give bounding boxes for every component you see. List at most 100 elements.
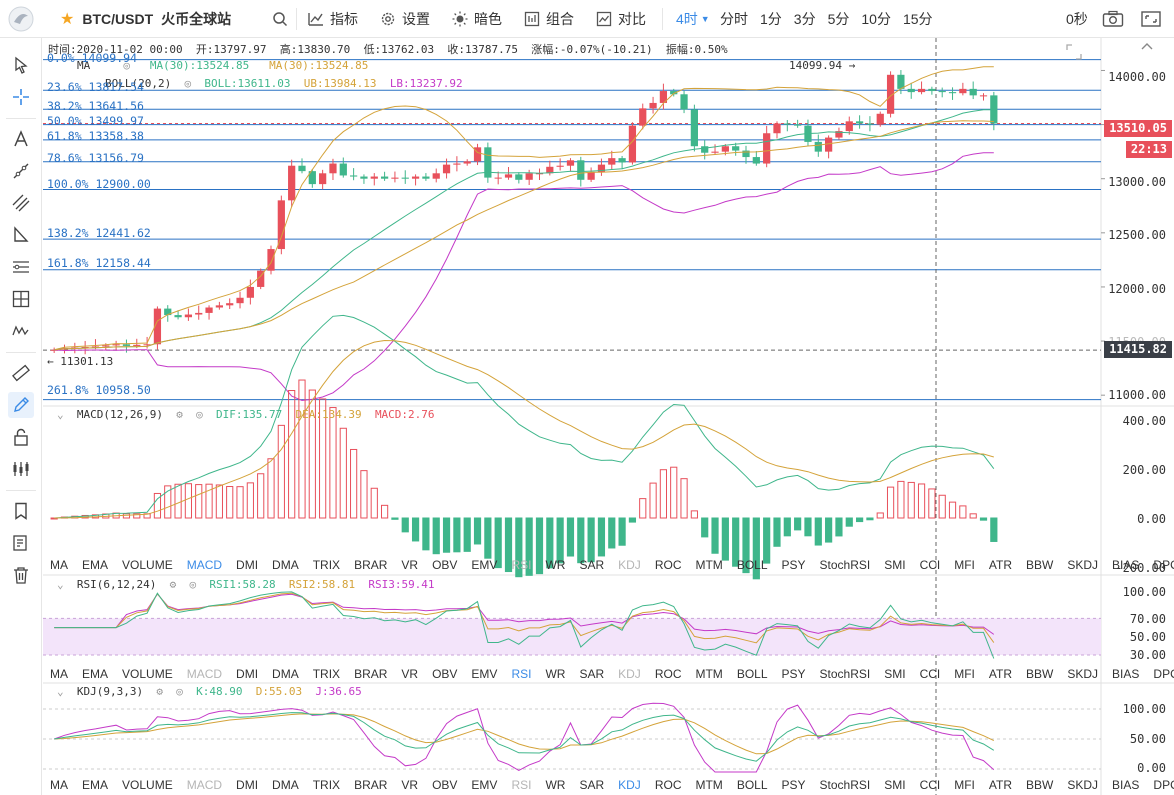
indicator-tab-dmi[interactable]: DMI: [236, 558, 259, 572]
indicator-tab-skdj[interactable]: SKDJ: [1067, 667, 1099, 681]
indicator-tab-macd[interactable]: MACD: [186, 667, 223, 681]
chevron-down-icon[interactable]: ⌄: [57, 578, 64, 591]
interval-option[interactable]: 15分: [902, 10, 933, 27]
indicator-tab-smi[interactable]: SMI: [884, 558, 906, 572]
indicator-tab-kdj[interactable]: KDJ: [618, 778, 641, 792]
settings-button[interactable]: 设置: [380, 0, 430, 38]
indicator-tab-boll[interactable]: BOLL: [736, 558, 768, 572]
indicator-tab-ma[interactable]: MA: [50, 778, 68, 792]
indicator-tab-ema[interactable]: EMA: [82, 558, 109, 572]
indicator-tab-volume[interactable]: VOLUME: [122, 558, 173, 572]
indicator-tab-cci[interactable]: CCI: [919, 558, 941, 572]
indicator-tab-psy[interactable]: PSY: [781, 558, 806, 572]
indicator-tab-atr[interactable]: ATR: [988, 558, 1013, 572]
indicator-tab-mtm[interactable]: MTM: [695, 778, 723, 792]
indicator-tab-cci[interactable]: CCI: [919, 667, 941, 681]
visibility-tool[interactable]: [8, 456, 34, 482]
theme-button[interactable]: 暗色: [452, 0, 502, 38]
indicator-tab-wr[interactable]: WR: [545, 778, 566, 792]
search-button[interactable]: [272, 0, 294, 38]
indicator-tab-ma[interactable]: MA: [50, 558, 68, 572]
indicator-tab-dmi[interactable]: DMI: [236, 778, 259, 792]
indicator-tab-skdj[interactable]: SKDJ: [1067, 778, 1099, 792]
indicator-tab-vr[interactable]: VR: [401, 558, 419, 572]
lock-tool[interactable]: [8, 424, 34, 450]
indicator-tab-ema[interactable]: EMA: [82, 667, 109, 681]
star-icon[interactable]: ★: [60, 10, 75, 28]
indicator-tab-dpo[interactable]: DPO: [1153, 558, 1174, 572]
indicator-tab-roc[interactable]: ROC: [654, 667, 682, 681]
indicator-tab-ema[interactable]: EMA: [82, 778, 109, 792]
indicator-tab-cci[interactable]: CCI: [919, 778, 941, 792]
pen-tool[interactable]: [8, 392, 34, 418]
indicator-tab-smi[interactable]: SMI: [884, 667, 906, 681]
indicators-button[interactable]: 指标: [308, 0, 358, 38]
indicator-tab-stochrsi[interactable]: StochRSI: [819, 667, 871, 681]
ruler-tool[interactable]: [8, 360, 34, 386]
indicator-tab-emv[interactable]: EMV: [471, 667, 498, 681]
indicator-tab-brar[interactable]: BRAR: [354, 667, 388, 681]
indicator-tab-atr[interactable]: ATR: [988, 778, 1013, 792]
chevron-down-icon[interactable]: ⌄: [57, 685, 64, 698]
indicator-tab-roc[interactable]: ROC: [654, 778, 682, 792]
indicator-tab-dma[interactable]: DMA: [272, 778, 299, 792]
indicator-tab-vr[interactable]: VR: [401, 667, 419, 681]
indicator-tab-smi[interactable]: SMI: [884, 778, 906, 792]
collapse-pane-button[interactable]: [1139, 40, 1155, 50]
eye-icon[interactable]: ◎: [184, 77, 192, 90]
gear-icon[interactable]: ⚙: [169, 578, 177, 591]
indicator-tab-vr[interactable]: VR: [401, 778, 419, 792]
combo-button[interactable]: 组合: [524, 0, 574, 38]
indicator-tab-wr[interactable]: WR: [545, 667, 566, 681]
interval-option[interactable]: 1分: [760, 10, 782, 27]
fibonacci-tool[interactable]: [8, 254, 34, 280]
interval-option[interactable]: 3分: [793, 10, 816, 27]
indicator-tab-volume[interactable]: VOLUME: [122, 667, 173, 681]
eye-icon[interactable]: ◎: [176, 685, 183, 698]
indicator-tab-bbw[interactable]: BBW: [1026, 558, 1054, 572]
indicator-tab-dpo[interactable]: DPO: [1153, 778, 1174, 792]
indicator-tab-kdj[interactable]: KDJ: [618, 667, 641, 681]
indicator-tab-mtm[interactable]: MTM: [695, 667, 723, 681]
eye-icon[interactable]: ◎: [189, 578, 197, 591]
indicator-tab-mfi[interactable]: MFI: [954, 667, 975, 681]
indicator-tab-sar[interactable]: SAR: [579, 778, 605, 792]
edit-list-tool[interactable]: [8, 530, 34, 556]
interval-option[interactable]: 10分: [861, 10, 891, 27]
indicator-tab-psy[interactable]: PSY: [781, 667, 806, 681]
indicator-tab-sar[interactable]: SAR: [579, 667, 605, 681]
indicator-tab-bbw[interactable]: BBW: [1026, 778, 1054, 792]
indicator-tab-trix[interactable]: TRIX: [312, 667, 341, 681]
indicator-tab-stochrsi[interactable]: StochRSI: [819, 778, 871, 792]
delete-tool[interactable]: [8, 562, 34, 588]
indicator-tab-ma[interactable]: MA: [50, 667, 68, 681]
indicator-tab-obv[interactable]: OBV: [432, 667, 458, 681]
indicator-tab-volume[interactable]: VOLUME: [122, 778, 173, 792]
indicator-tab-mtm[interactable]: MTM: [695, 558, 723, 572]
wave-tool[interactable]: [8, 318, 34, 344]
indicator-tab-mfi[interactable]: MFI: [954, 558, 975, 572]
indicator-tab-emv[interactable]: EMV: [471, 558, 498, 572]
bookmark-tool[interactable]: [8, 498, 34, 524]
indicator-tab-mfi[interactable]: MFI: [954, 778, 975, 792]
trendline-tool[interactable]: [8, 158, 34, 184]
price-chart-canvas[interactable]: [43, 38, 1174, 795]
indicator-tab-atr[interactable]: ATR: [988, 667, 1013, 681]
indicator-tab-brar[interactable]: BRAR: [354, 558, 388, 572]
indicator-tab-trix[interactable]: TRIX: [312, 558, 341, 572]
indicator-tab-skdj[interactable]: SKDJ: [1067, 558, 1099, 572]
measure-tool[interactable]: [8, 286, 34, 312]
indicator-tab-emv[interactable]: EMV: [471, 778, 498, 792]
gear-icon[interactable]: ⚙: [156, 685, 163, 698]
crosshair-tool[interactable]: [8, 84, 34, 110]
chevron-down-icon[interactable]: ⌄: [57, 408, 64, 421]
parallel-channel-tool[interactable]: [8, 190, 34, 216]
indicator-tab-bbw[interactable]: BBW: [1026, 667, 1054, 681]
indicator-tab-roc[interactable]: ROC: [654, 558, 682, 572]
indicator-tab-dmi[interactable]: DMI: [236, 667, 259, 681]
indicator-tab-bias[interactable]: BIAS: [1112, 778, 1140, 792]
indicator-tab-dpo[interactable]: DPO: [1153, 667, 1174, 681]
indicator-tab-rsi[interactable]: RSI: [511, 558, 532, 572]
indicator-tab-rsi[interactable]: RSI: [511, 778, 532, 792]
indicator-tab-obv[interactable]: OBV: [432, 778, 458, 792]
